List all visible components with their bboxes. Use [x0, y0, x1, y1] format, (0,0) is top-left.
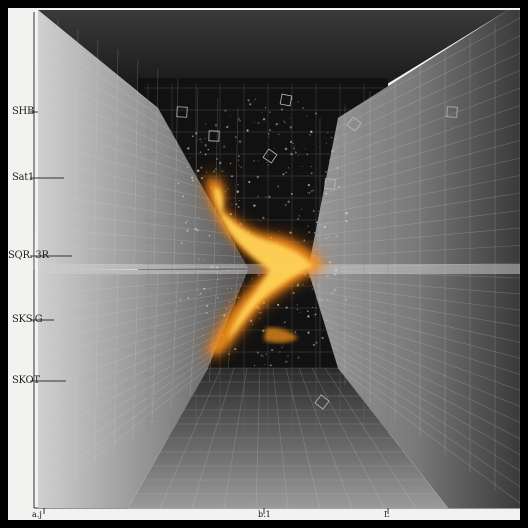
- bottom-axis-label-1: a.j: [32, 510, 42, 519]
- bottom-axis-ticks: [44, 508, 388, 514]
- left-axis-label-1: SHB: [12, 106, 34, 117]
- left-axis-label-5: SKOT: [12, 375, 40, 386]
- bottom-axis-label-3: L: [384, 510, 389, 519]
- left-axis-label-3: SQR. 3R: [8, 250, 49, 261]
- left-axis-label-4: SKS.G: [12, 314, 42, 325]
- render-canvas: SHB Sat1 SQR. 3R SKS.G SKOT a.j b.1 L: [8, 8, 520, 520]
- left-axis-label-2: Sat1: [12, 172, 34, 183]
- bottom-axis-label-2: b.1: [258, 510, 271, 519]
- tunnel-scene: [8, 8, 520, 520]
